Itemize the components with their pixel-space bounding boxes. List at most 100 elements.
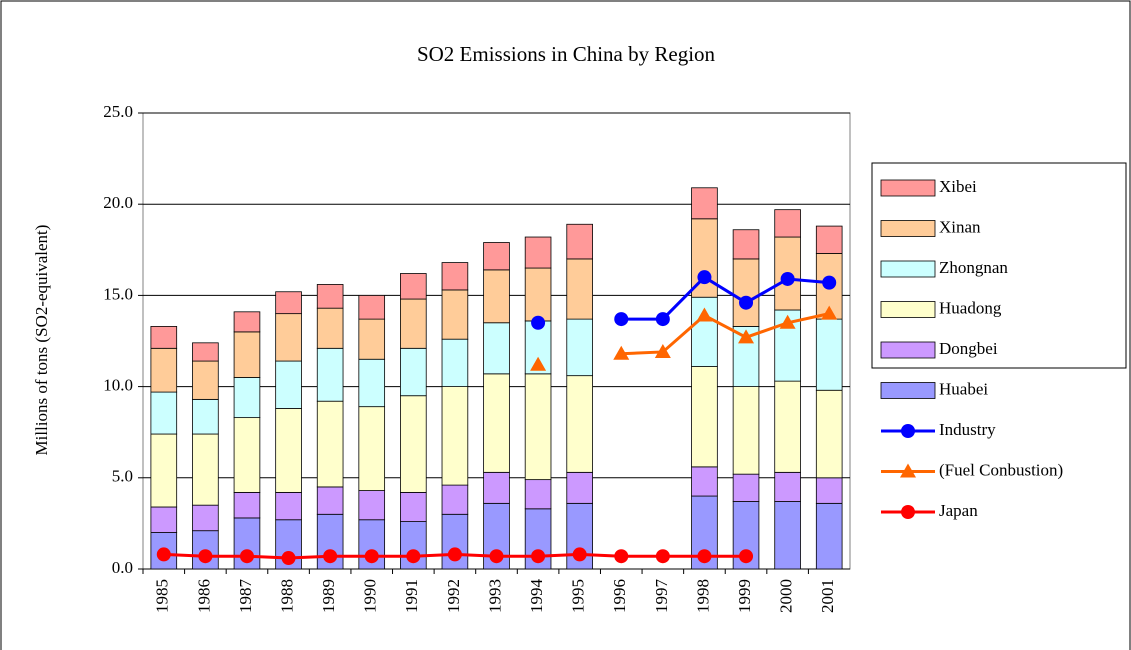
bar-segment <box>732 473 760 502</box>
bar-segment <box>774 380 801 473</box>
bar-segment <box>441 262 469 291</box>
x-tick-label: 1990 <box>361 579 380 613</box>
x-tick-label: 1995 <box>569 579 588 613</box>
line-marker <box>696 307 713 322</box>
bar-segment <box>732 386 760 475</box>
line-marker <box>239 549 254 564</box>
bar-segment <box>774 471 801 502</box>
bar-segment <box>358 358 386 408</box>
line-marker <box>822 275 837 290</box>
bar-segment <box>150 347 178 393</box>
legend-label: Zhongnan <box>939 258 1008 277</box>
line-marker <box>739 295 754 310</box>
bar-segment <box>233 311 261 333</box>
y-tick-label: 20.0 <box>103 193 133 212</box>
bar-segment <box>358 318 386 360</box>
x-tick-label: 1988 <box>277 579 296 613</box>
line-marker <box>739 549 754 564</box>
bar-segment <box>441 386 469 486</box>
legend-marker <box>901 424 915 438</box>
x-tick-label: 1997 <box>652 579 671 614</box>
bar-segment <box>524 373 552 481</box>
x-tick-label: 1998 <box>693 579 712 613</box>
legend-label: Huadong <box>939 298 1002 317</box>
bar-segment <box>233 377 261 419</box>
bar-segment <box>400 273 427 300</box>
line-marker <box>697 549 712 564</box>
bar-segment <box>150 391 178 435</box>
bar-segment <box>732 258 760 327</box>
chart-title: SO2 Emissions in China by Region <box>417 42 716 66</box>
bar-segment <box>483 373 510 473</box>
legend-label: Huabei <box>939 379 988 398</box>
bar-segment <box>566 375 593 473</box>
line-marker <box>821 305 838 320</box>
bar-segment <box>774 501 801 570</box>
x-tick-label: 2001 <box>818 579 837 613</box>
line-marker <box>364 549 379 564</box>
bar-segment <box>316 486 344 515</box>
y-tick-label: 10.0 <box>103 376 133 395</box>
line-marker <box>406 549 421 564</box>
bar-segment <box>400 491 427 522</box>
bar-segment <box>400 347 427 397</box>
bar-segment <box>192 433 219 506</box>
x-tick-label: 1993 <box>485 579 504 613</box>
bar-segment <box>192 360 219 400</box>
bar-segment <box>815 318 843 391</box>
y-tick-label: 5.0 <box>112 467 133 486</box>
bar-segment <box>524 236 552 269</box>
bar-segment <box>815 477 843 504</box>
line-marker <box>613 345 630 360</box>
line-marker <box>614 549 629 564</box>
x-tick-label: 1994 <box>527 579 546 614</box>
bar-segment <box>316 307 344 349</box>
bar-segment <box>691 187 718 220</box>
bar-segment <box>358 490 386 521</box>
line-marker <box>323 549 338 564</box>
line-marker <box>572 547 587 562</box>
bar-segment <box>524 267 552 322</box>
bar-segment <box>566 258 593 320</box>
bar-segment <box>233 417 261 493</box>
bar-segment <box>691 466 718 497</box>
bar-segment <box>483 242 510 271</box>
line-marker <box>531 315 546 330</box>
bar-segment <box>566 223 593 260</box>
bar-segment <box>316 347 344 402</box>
legend-label: Japan <box>939 501 978 520</box>
line-marker <box>654 343 671 358</box>
bar-segment <box>275 291 302 315</box>
line <box>621 312 830 356</box>
bar-segment <box>691 366 718 468</box>
bar-segment <box>483 322 510 375</box>
bar-segment <box>358 294 386 320</box>
legend-label: Xibei <box>939 177 977 196</box>
line-marker <box>738 329 755 344</box>
bar-segment <box>483 471 510 504</box>
legend-marker <box>900 463 916 478</box>
bar-segment <box>441 338 469 387</box>
bar-segment <box>192 342 219 362</box>
y-tick-label: 15.0 <box>103 284 133 303</box>
legend-label: (Fuel Conbustion) <box>939 460 1063 479</box>
bar-segment <box>441 484 469 515</box>
legend-swatch <box>880 220 936 237</box>
bar-segment <box>566 318 593 377</box>
x-tick-label: 1985 <box>153 579 172 613</box>
bar-segment <box>524 479 552 510</box>
bar-segment <box>316 400 344 488</box>
bar-segment <box>275 408 302 493</box>
line-marker <box>697 270 712 285</box>
bar-segment <box>233 331 261 378</box>
line-marker <box>655 312 670 327</box>
legend-swatch <box>880 341 936 359</box>
bar-segment <box>400 298 427 349</box>
bar-segment <box>566 471 593 504</box>
legend-label: Industry <box>939 420 996 439</box>
line-marker <box>447 547 462 562</box>
bar-segment <box>233 491 261 519</box>
line-marker <box>655 549 670 564</box>
line-marker <box>614 312 629 327</box>
